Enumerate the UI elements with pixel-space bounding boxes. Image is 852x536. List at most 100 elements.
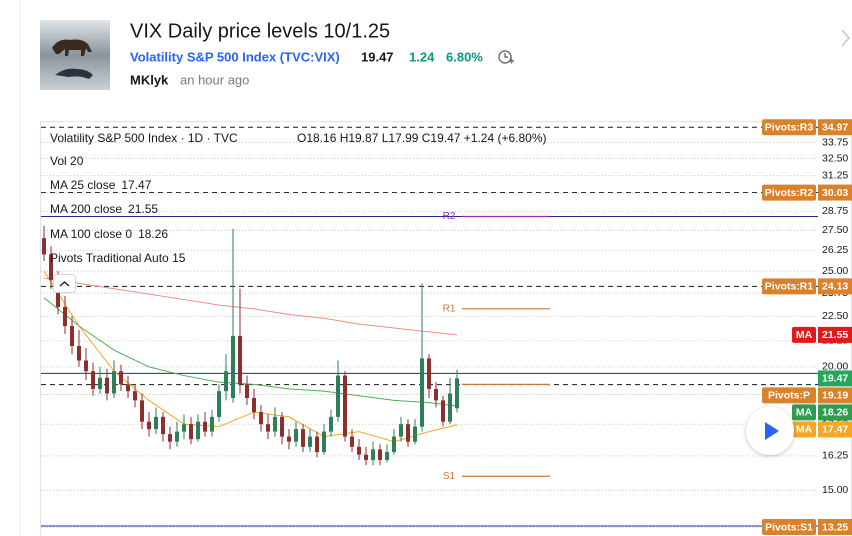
candle-body <box>378 449 382 460</box>
y-tick-label: 28.75 <box>822 205 848 217</box>
avatar[interactable] <box>40 20 110 90</box>
candle-body <box>56 279 60 307</box>
candle-body <box>280 416 284 437</box>
candle-body <box>210 416 214 432</box>
candle-body <box>147 421 151 430</box>
candle-body <box>112 371 116 394</box>
chart-frame <box>40 121 852 536</box>
candle-body <box>315 436 319 453</box>
legend-ma-value: 17.47 <box>121 178 151 192</box>
legend-ma-value: 18.26 <box>138 227 168 241</box>
y-tick-label: 25.00 <box>822 265 848 277</box>
candle-body <box>98 377 102 389</box>
axis-badge: 13.25 Pivots:S1 <box>762 519 852 535</box>
y-tick-label: 32.50 <box>822 152 848 164</box>
candle-body <box>308 436 312 447</box>
play-button[interactable] <box>746 407 794 455</box>
candle-body <box>427 358 431 389</box>
candle-body <box>175 431 179 442</box>
badge-value: 18.26 <box>822 407 848 419</box>
candle-body <box>448 393 452 422</box>
legend-pivots: Pivots Traditional Auto 15 <box>50 251 186 265</box>
candle-body <box>406 424 410 442</box>
candle-body <box>420 358 424 427</box>
change-pct: 6.80% <box>446 49 483 64</box>
badge-name: Pivots:R2 <box>765 187 814 199</box>
axis-badge: 17.47 MA <box>792 421 852 438</box>
price-axis: 13.7515.0016.2517.5018.7520.0021.2522.50… <box>762 119 852 535</box>
axis-badge: 19.47 <box>818 370 852 387</box>
candle-body <box>224 371 228 392</box>
candle-body <box>413 426 417 442</box>
badge-name: Pivots:R3 <box>765 122 814 134</box>
candle-body <box>70 326 74 346</box>
plot: R2 R1 S1 <box>41 126 818 527</box>
next-arrow[interactable] <box>841 29 851 47</box>
legend-ma-name: MA 100 close 0 <box>50 227 132 241</box>
pivot-segment-label: R1 <box>443 303 456 314</box>
candle-body <box>196 421 200 440</box>
badge-name-box <box>792 421 816 438</box>
legend-ohlc: O18.16 H19.87 L17.99 C19.47 +1.24 (+6.80… <box>297 131 547 145</box>
badge-value: 19.47 <box>822 373 848 385</box>
candle-body <box>399 424 403 437</box>
pivot-segment-label: S1 <box>443 471 456 482</box>
badge-value: 21.55 <box>822 329 848 341</box>
candle-body <box>287 436 291 442</box>
axis-badge: 24.13 Pivots:R1 <box>762 278 852 295</box>
badge-value-box <box>818 421 852 438</box>
badge-name-box <box>792 404 816 421</box>
y-tick-label: 15.00 <box>822 484 848 496</box>
bear-icon <box>52 39 92 56</box>
candle-body <box>252 398 256 413</box>
y-tick-label: 33.75 <box>822 136 848 148</box>
axis-badge: 21.55 MA <box>792 326 852 343</box>
candle-body <box>385 452 389 460</box>
badge-name-box <box>762 119 816 136</box>
collapse-button[interactable] <box>53 274 76 293</box>
candle-body <box>133 391 137 401</box>
badge-name: Pivots:P <box>768 390 810 402</box>
y-tick-label: 16.25 <box>822 450 848 462</box>
legend-volume: Vol 20 <box>50 154 84 168</box>
axis-badge: 18.26 MA <box>792 404 852 421</box>
legend: Volatility S&P 500 Index · 1D · TVC O18.… <box>50 131 547 293</box>
symbol-link[interactable]: Volatility S&P 500 Index (TVC:VIX) <box>130 49 340 64</box>
badge-value-box <box>818 326 852 343</box>
legend-ma-name: MA 200 close <box>50 202 122 216</box>
play-icon <box>765 422 779 440</box>
bull-icon <box>55 68 93 79</box>
badge-value: 34.97 <box>822 122 848 134</box>
alert-icon[interactable] <box>498 50 514 64</box>
candle-body <box>126 384 130 392</box>
y-tick-label: 26.25 <box>822 244 848 256</box>
candle-body <box>189 424 193 440</box>
alert-plus <box>504 53 514 64</box>
candle-body <box>119 371 123 385</box>
candle-body <box>301 429 305 447</box>
badge-value-box <box>818 387 852 404</box>
badge-name-box <box>792 326 816 343</box>
badge-name: Pivots:R1 <box>765 281 814 293</box>
axis-badge: 30.03 Pivots:R2 <box>762 184 852 201</box>
candle-body <box>350 436 354 447</box>
candle-body <box>140 400 144 422</box>
candle-body <box>63 306 67 327</box>
candle-body <box>364 454 368 460</box>
badge-value-box <box>818 278 852 295</box>
candle-body <box>231 335 235 399</box>
candle-body <box>203 421 207 432</box>
candle-body <box>182 424 186 432</box>
axis-badge: 34.97 Pivots:R3 <box>762 119 852 136</box>
candle-body <box>392 436 396 453</box>
author[interactable]: MKlyk <box>130 72 169 87</box>
badge-value-box <box>818 404 852 421</box>
candle-body <box>266 424 270 432</box>
candle-body <box>161 416 165 435</box>
badge-name: MA <box>796 407 813 419</box>
candle-body <box>238 335 242 385</box>
ma-line <box>43 297 458 407</box>
y-tick-label: 20.00 <box>822 361 848 373</box>
candle-body <box>273 416 277 432</box>
